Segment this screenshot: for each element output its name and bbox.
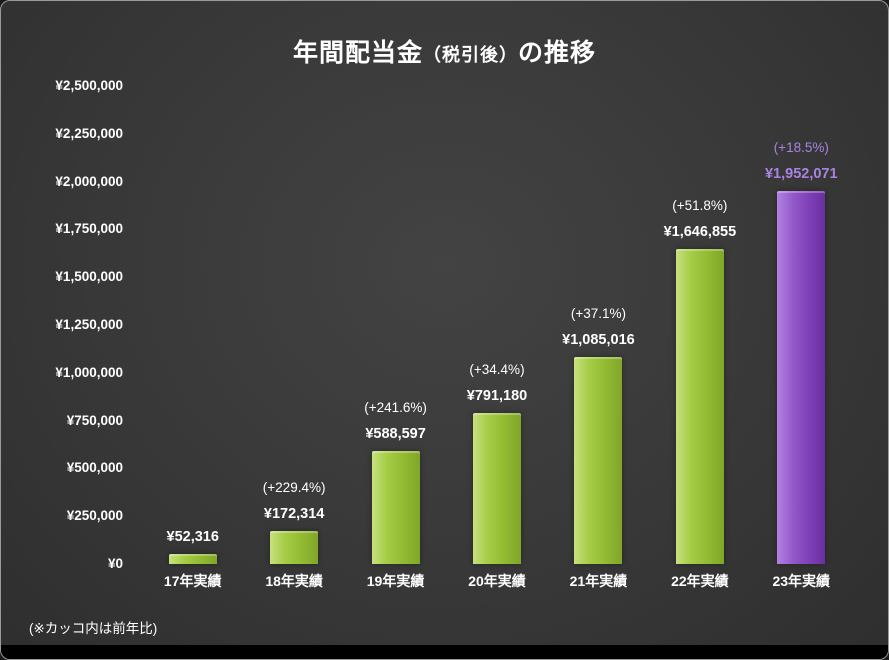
bar-pct-label: (+34.4%) xyxy=(469,361,525,377)
bar-21年実績 xyxy=(574,356,623,564)
chart-title-main: 年間配当金 xyxy=(292,39,423,67)
y-tick-label: ¥0 xyxy=(107,556,123,571)
bar-23年実績 xyxy=(777,190,826,564)
bar-value-label: ¥791,180 xyxy=(466,387,528,404)
y-tick-label: ¥1,000,000 xyxy=(55,364,123,380)
bar-value-label: ¥1,085,016 xyxy=(562,331,635,348)
bar-pct-label: (+241.6%) xyxy=(364,400,427,416)
y-tick-label: ¥500,000 xyxy=(66,460,123,476)
x-tick-label: 20年実績 xyxy=(468,573,526,589)
chart-title-suffix: の推移 xyxy=(518,39,597,67)
bar-pct-label: (+229.4%) xyxy=(262,480,326,496)
bar-22年実績 xyxy=(675,249,724,564)
bar-value-label: ¥588,597 xyxy=(365,426,426,443)
y-tick-label: ¥2,000,000 xyxy=(55,173,123,189)
x-tick-label: 17年実績 xyxy=(163,573,222,589)
bar-17年実績 xyxy=(168,554,217,564)
bar-pct-label: (+51.8%) xyxy=(672,198,728,214)
footnote: (※カッコ内は前年比) xyxy=(29,621,158,636)
chart-title: 年間配当金（税引後）の推移 xyxy=(1,33,888,69)
y-tick-label: ¥1,500,000 xyxy=(55,269,123,285)
x-tick-label: 21年実績 xyxy=(569,573,628,589)
y-tick-label: ¥2,500,000 xyxy=(55,78,123,93)
chart-title-paren: （税引後） xyxy=(423,45,518,65)
x-axis: 17年実績 18年実績 19年実績 20年実績 21年実績 22年実績 23年実績 xyxy=(142,572,852,596)
y-tick-label: ¥250,000 xyxy=(66,508,123,524)
bar-value-label: ¥1,952,071 xyxy=(764,165,838,182)
bar-20年実績 xyxy=(473,412,521,564)
bar-pct-label: (+18.5%) xyxy=(773,139,829,155)
x-tick-label: 22年実績 xyxy=(671,573,729,589)
x-tick-label: 18年実績 xyxy=(265,573,323,589)
plot-area: ¥52,316 ¥172,314 (+229.4%) ¥588,597 (+241.6%… xyxy=(142,86,852,564)
y-tick-label: ¥1,750,000 xyxy=(55,221,123,237)
bar-value-label: ¥1,646,855 xyxy=(663,224,737,241)
bar-19年実績 xyxy=(371,451,420,564)
y-tick-label: ¥750,000 xyxy=(66,412,123,428)
bar-value-label: ¥172,314 xyxy=(263,506,325,523)
bar-value-label: ¥52,316 xyxy=(166,529,219,545)
bar-18年実績 xyxy=(270,531,319,564)
x-tick-label: 19年実績 xyxy=(366,573,425,589)
bottom-strip xyxy=(1,645,888,659)
y-axis: ¥0 ¥250,000 ¥500,000 ¥750,000 ¥1,000,000 ¥1,2… xyxy=(1,78,127,571)
bar-pct-label: (+37.1%) xyxy=(570,305,626,321)
y-tick-label: ¥2,250,000 xyxy=(55,125,123,141)
x-tick-label: 23年実績 xyxy=(772,573,831,589)
y-tick-label: ¥1,250,000 xyxy=(55,317,123,332)
